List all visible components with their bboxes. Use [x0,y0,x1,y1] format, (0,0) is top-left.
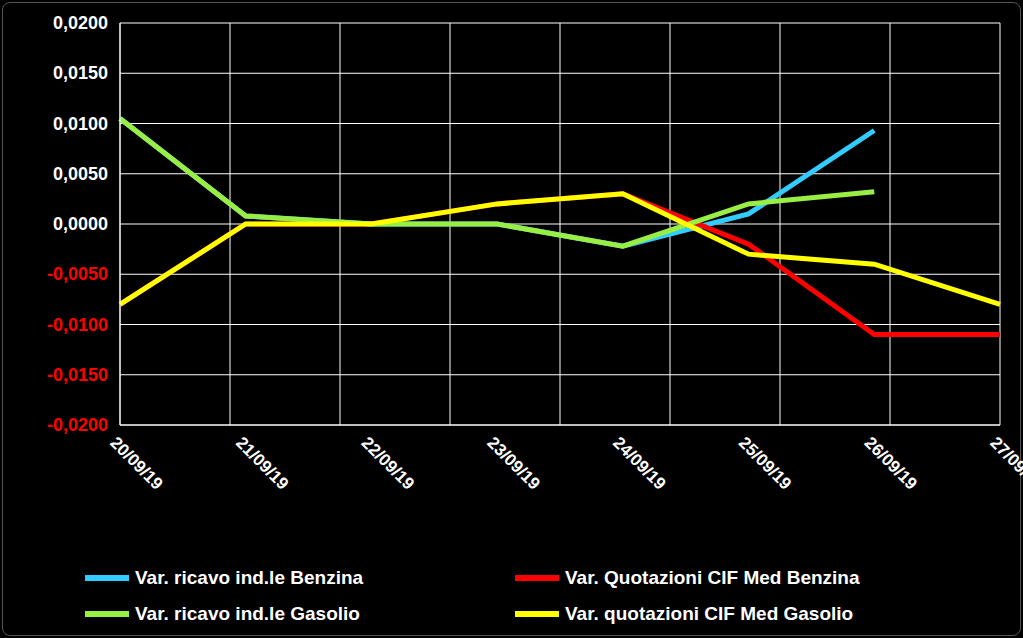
svg-text:0,0000: 0,0000 [53,214,108,234]
svg-text:27/09/19: 27/09/19 [986,433,1015,493]
svg-text:0,0200: 0,0200 [53,13,108,33]
html-text:Var. Quotazioni CIF Med Benzin: Var. Quotazioni CIF Med Benzina [565,567,860,588]
svg-text:24/09/19: 24/09/19 [609,433,669,493]
svg-text:22/09/19: 22/09/19 [358,433,418,493]
svg-text:0,0100: 0,0100 [53,114,108,134]
svg-text:-0,0200: -0,0200 [47,415,108,435]
svg-text:26/09/19: 26/09/19 [861,433,921,493]
svg-text:-0,0050: -0,0050 [47,264,108,284]
svg-text:0,0050: 0,0050 [53,164,108,184]
svg-text:-0,0100: -0,0100 [47,315,108,335]
svg-text:-0,0150: -0,0150 [47,365,108,385]
svg-text:20/09/19: 20/09/19 [106,433,166,493]
svg-text:0,0150: 0,0150 [53,63,108,83]
svg-text:25/09/19: 25/09/19 [735,433,795,493]
svg-text:23/09/19: 23/09/19 [483,433,543,493]
html-text:Var. ricavo ind.le Gasolio: Var. ricavo ind.le Gasolio [135,603,360,624]
html-text:Var. ricavo ind.le Benzina: Var. ricavo ind.le Benzina [135,567,364,588]
html-text:Var. quotazioni CIF Med Gasoli: Var. quotazioni CIF Med Gasolio [565,603,854,624]
svg-text:21/09/19: 21/09/19 [232,433,292,493]
